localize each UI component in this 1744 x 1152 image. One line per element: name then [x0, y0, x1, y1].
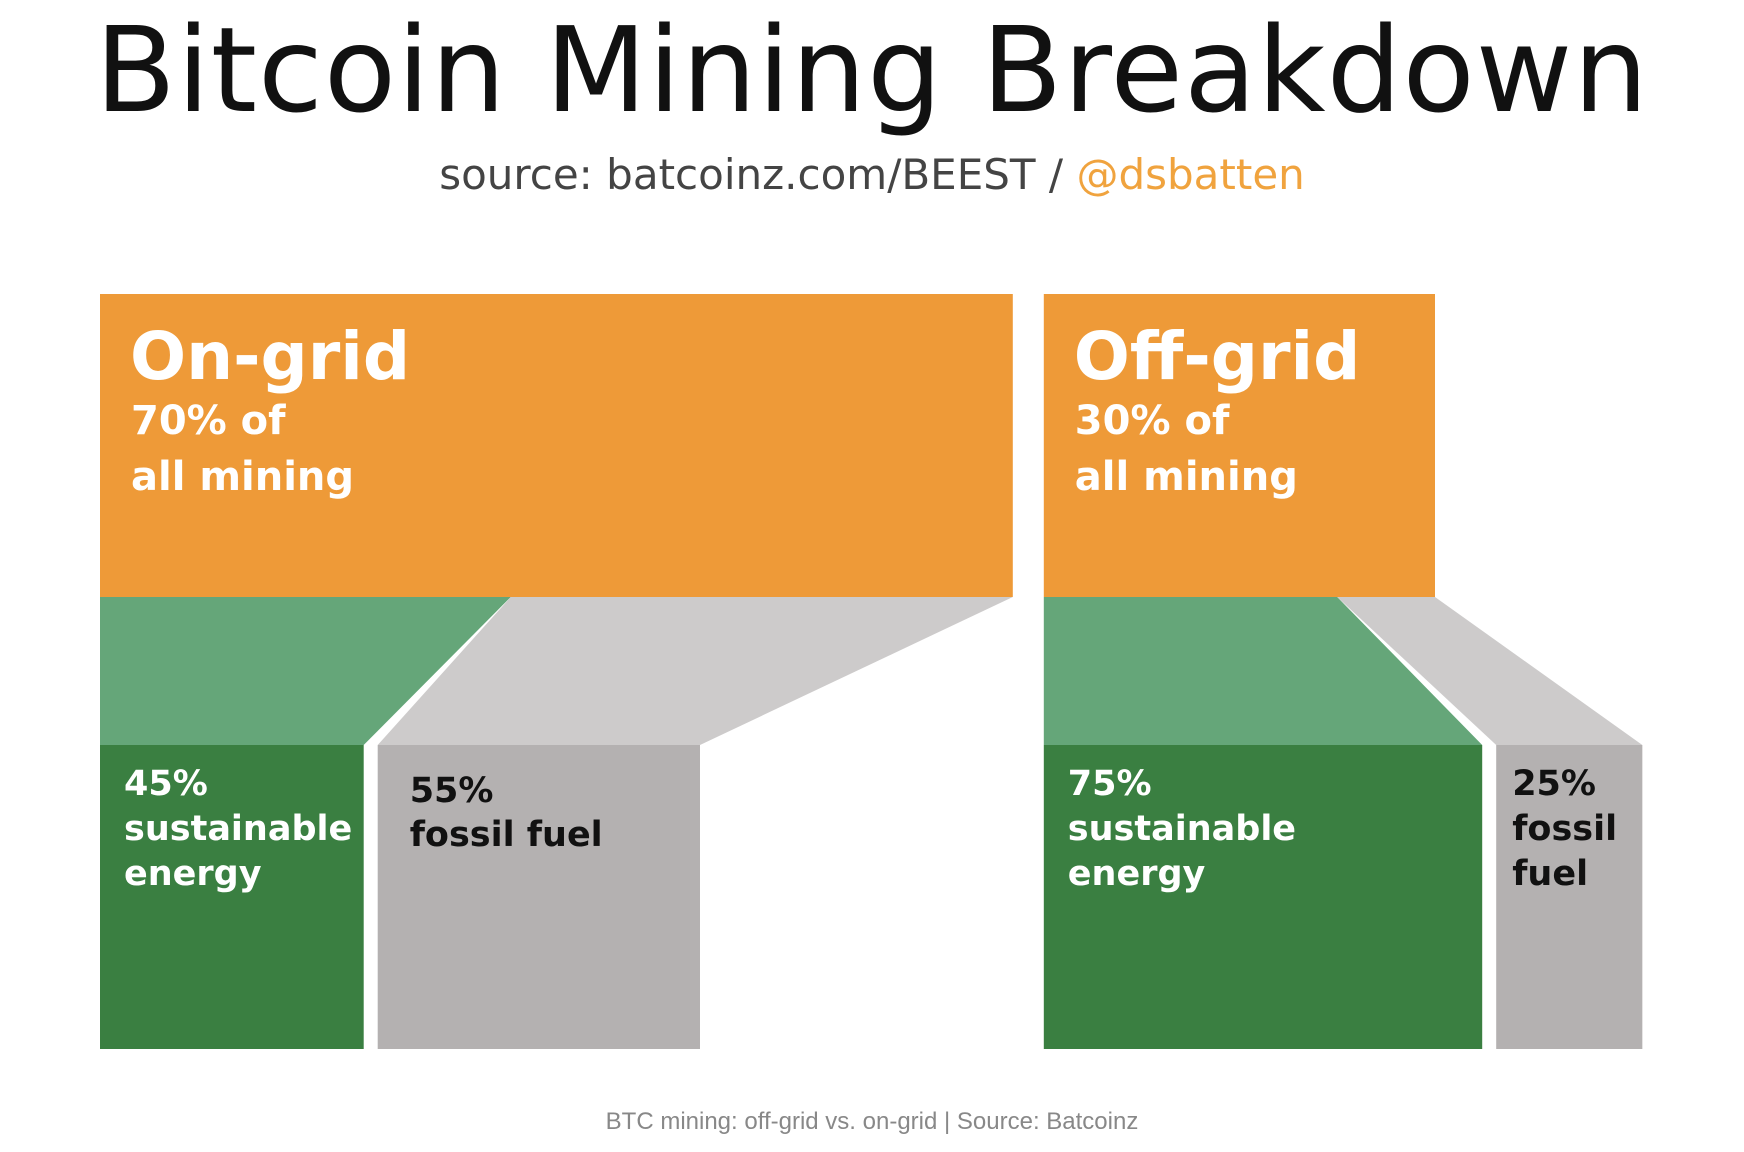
off-grid-block — [1043, 294, 1435, 597]
off-grid-share-label: 30% of all mining — [1075, 398, 1298, 500]
off-grid-sustainable-label-line: sustainable — [1068, 809, 1296, 849]
off-grid-title: Off-grid — [1074, 318, 1361, 395]
chart-subtitle: source: batcoinz.com/BEEST / @dsbatten — [0, 150, 1744, 199]
on-grid-share-label: 70% of all mining — [131, 398, 354, 500]
on-grid-share-label-line: all mining — [131, 454, 354, 500]
on-grid-sustainable-label-line: sustainable — [124, 809, 352, 849]
off-grid-share-label-line: all mining — [1075, 454, 1298, 500]
on-grid-share-label-line: 70% of — [131, 398, 286, 444]
source-text: source: batcoinz.com/BEEST / — [439, 150, 1064, 199]
chart-title: Bitcoin Mining Breakdown — [94, 1, 1650, 139]
on-grid-fossil-label-line: 55% — [410, 771, 494, 811]
off-grid-share-label-line: 30% of — [1075, 398, 1230, 444]
on-grid-sustainable-bar — [100, 745, 364, 1049]
on-grid-fossil-flow — [377, 597, 1013, 745]
on-grid-block — [100, 294, 1013, 597]
on-grid-sustainable-flow — [100, 597, 511, 745]
off-grid-fossil-label: 25% fossil fuel — [1512, 764, 1617, 894]
off-grid-sustainable-flow — [1043, 597, 1483, 745]
off-grid-fossil-flow — [1337, 597, 1643, 745]
on-grid-sustainable-label-line: 45% — [124, 764, 208, 804]
on-grid-fossil-label-line: fossil fuel — [410, 815, 603, 855]
off-grid-fossil-label-line: fossil — [1512, 809, 1617, 849]
off-grid-sustainable-bar — [1043, 745, 1483, 1049]
off-grid-fossil-label-line: 25% — [1512, 764, 1596, 804]
on-grid-fossil-bar — [377, 745, 700, 1049]
off-grid-sustainable-label-line: energy — [1068, 854, 1206, 894]
on-grid-title: On-grid — [130, 318, 410, 395]
off-grid-fossil-label-line: fuel — [1512, 854, 1588, 894]
author-handle[interactable]: @dsbatten — [1076, 150, 1305, 199]
on-grid-sustainable-label: 45% sustainable energy — [124, 764, 352, 894]
on-grid-sustainable-label-line: energy — [124, 854, 262, 894]
off-grid-sustainable-label-line: 75% — [1068, 764, 1152, 804]
on-grid-fossil-label: 55% fossil fuel — [410, 771, 603, 855]
figure-caption: BTC mining: off-grid vs. on-grid | Sourc… — [605, 1108, 1139, 1135]
off-grid-fossil-bar — [1496, 745, 1643, 1049]
off-grid-sustainable-label: 75% sustainable energy — [1068, 764, 1296, 894]
